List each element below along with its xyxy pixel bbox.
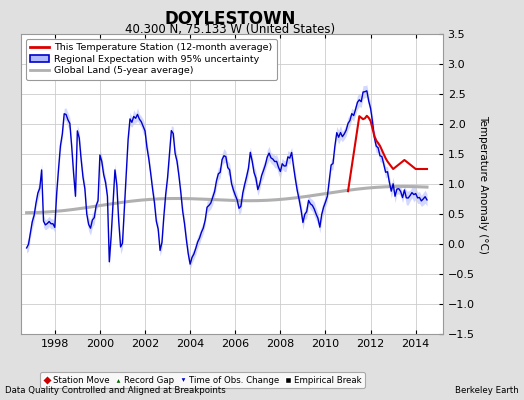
Text: Berkeley Earth: Berkeley Earth	[455, 386, 519, 395]
Y-axis label: Temperature Anomaly (°C): Temperature Anomaly (°C)	[478, 114, 488, 254]
Text: DOYLESTOWN: DOYLESTOWN	[165, 10, 296, 28]
Legend: Station Move, Record Gap, Time of Obs. Change, Empirical Break: Station Move, Record Gap, Time of Obs. C…	[40, 372, 365, 388]
Text: 40.300 N, 75.133 W (United States): 40.300 N, 75.133 W (United States)	[125, 23, 336, 36]
Text: Data Quality Controlled and Aligned at Breakpoints: Data Quality Controlled and Aligned at B…	[5, 386, 226, 395]
